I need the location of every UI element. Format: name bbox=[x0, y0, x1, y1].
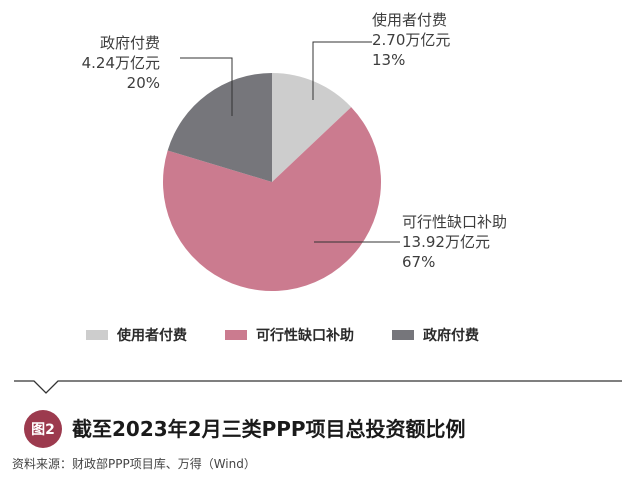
legend-item-government: 政府付费 bbox=[392, 325, 479, 345]
chart-legend: 使用者付费 可行性缺口补助 政府付费 bbox=[86, 322, 517, 348]
figure-title: 截至2023年2月三类PPP项目总投资额比例 bbox=[72, 417, 466, 441]
callout-viability-percent: 67% bbox=[402, 253, 436, 271]
callout-user-value: 2.70万亿元 bbox=[372, 31, 451, 49]
callout-viability: 可行性缺口补助 13.92万亿元 67% bbox=[402, 212, 507, 272]
callout-government-value: 4.24万亿元 bbox=[81, 54, 160, 72]
leader-line-government bbox=[180, 57, 233, 116]
footer-rule-line bbox=[14, 380, 622, 394]
figure-number-badge: 图2 bbox=[24, 410, 62, 448]
legend-label-viability: 可行性缺口补助 bbox=[256, 328, 354, 344]
legend-label-user: 使用者付费 bbox=[117, 328, 187, 344]
legend-swatch-user bbox=[86, 330, 108, 340]
callout-government: 政府付费 4.24万亿元 20% bbox=[60, 33, 160, 93]
source-note: 资料来源：财政部PPP项目库、万得（Wind） bbox=[12, 457, 256, 471]
pie-slices bbox=[162, 73, 381, 292]
leader-line-user bbox=[312, 41, 372, 100]
legend-swatch-government bbox=[392, 330, 414, 340]
callout-government-label: 政府付费 bbox=[99, 34, 160, 52]
legend-label-government: 政府付费 bbox=[423, 328, 479, 344]
legend-item-user: 使用者付费 bbox=[86, 325, 187, 345]
footer-rule bbox=[14, 380, 622, 394]
callout-user-percent: 13% bbox=[372, 51, 406, 69]
pie-slice-user bbox=[272, 73, 352, 182]
callout-viability-label: 可行性缺口补助 bbox=[402, 213, 508, 231]
legend-item-viability: 可行性缺口补助 bbox=[225, 325, 354, 345]
callout-user: 使用者付费 2.70万亿元 13% bbox=[372, 10, 450, 70]
pie-slice-government bbox=[167, 73, 272, 182]
callout-viability-value: 13.92万亿元 bbox=[402, 233, 490, 251]
callout-government-percent: 20% bbox=[126, 74, 160, 92]
callout-user-label: 使用者付费 bbox=[372, 11, 448, 29]
legend-swatch-viability bbox=[225, 330, 247, 340]
leader-lines bbox=[180, 41, 400, 243]
pie-slice-viability bbox=[162, 107, 381, 292]
